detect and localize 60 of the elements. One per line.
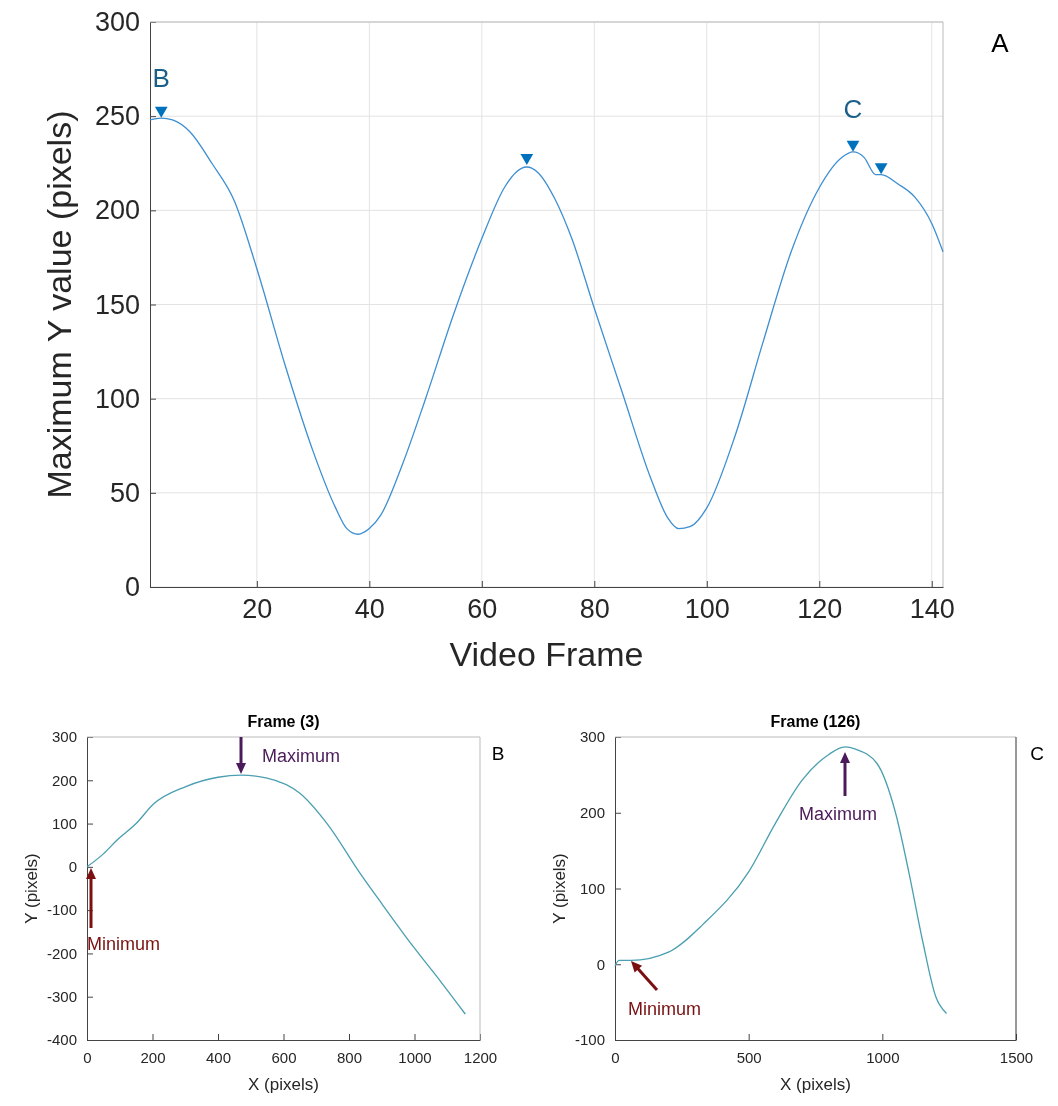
x-tick-label: 120 (797, 594, 843, 625)
y-tick-label: 0 (68, 858, 77, 876)
x-tick-label: 80 (579, 594, 610, 625)
x-tick-label: 500 (736, 1048, 762, 1066)
x-tick-label: 40 (354, 594, 385, 625)
x-tick-label: 1500 (999, 1048, 1034, 1066)
y-tick-label: 150 (94, 289, 140, 320)
chart-title: Frame (3) (247, 713, 320, 730)
annotation: Maximum (798, 804, 878, 824)
annotation: Maximum (262, 746, 341, 766)
y-tick-label: -200 (46, 944, 77, 962)
line-series (614, 746, 948, 1015)
x-tick-label: 60 (467, 594, 498, 625)
x-tick-label: 100 (684, 594, 730, 625)
point (520, 153, 534, 165)
y-tick-label: 300 (94, 7, 140, 38)
y-axis-title: Y (pixels) (22, 853, 41, 924)
point (846, 140, 860, 152)
y-tick-label: 0 (124, 572, 140, 603)
y-tick-label: 200 (579, 804, 605, 822)
x-tick-label: 200 (140, 1048, 166, 1066)
y-tick-label: -100 (46, 901, 77, 919)
x-axis-title: X (pixels) (248, 1075, 319, 1094)
text: B (491, 743, 505, 764)
y-tick-label: -100 (574, 1031, 605, 1049)
y-tick-label: 100 (51, 814, 77, 832)
point (154, 106, 168, 118)
y-axis-title: Y (pixels) (550, 853, 569, 924)
y-tick-label: 300 (579, 728, 605, 746)
y-tick-label: -300 (46, 988, 77, 1006)
x-tick-label: 800 (336, 1048, 363, 1066)
y-tick-label: -400 (46, 1031, 77, 1049)
x-tick-label: 600 (271, 1048, 297, 1066)
y-tick-label: 300 (51, 728, 77, 746)
y-tick-label: 100 (94, 383, 140, 414)
y-tick-label: 200 (51, 771, 77, 789)
text: C (1030, 743, 1044, 764)
x-tick-label: 20 (242, 594, 273, 625)
x-tick-label: 400 (205, 1048, 232, 1066)
text: A (991, 28, 1010, 58)
x-tick-label: 0 (611, 1048, 620, 1066)
y-tick-label: 250 (94, 101, 140, 132)
point (874, 163, 888, 175)
annotation: Minimum (87, 934, 161, 954)
y-tick-label: 50 (109, 477, 140, 508)
annotation: Minimum (628, 999, 702, 1019)
x-axis-title: X (pixels) (780, 1075, 851, 1094)
y-tick-label: 0 (596, 955, 605, 973)
annotation: B (152, 62, 170, 93)
y-axis-title: Maximum Y value (pixels) (40, 110, 79, 499)
chart-title: Frame (126) (770, 713, 861, 730)
y-tick-label: 200 (94, 195, 140, 226)
x-tick-label: 1000 (866, 1048, 900, 1066)
y-tick-label: 100 (579, 879, 605, 897)
x-tick-label: 0 (83, 1048, 92, 1066)
x-tick-label: 1000 (398, 1048, 432, 1066)
x-axis-title: Video Frame (449, 635, 644, 673)
annotation: C (843, 94, 863, 125)
x-tick-label: 140 (909, 594, 955, 625)
x-tick-label: 1200 (463, 1048, 498, 1066)
